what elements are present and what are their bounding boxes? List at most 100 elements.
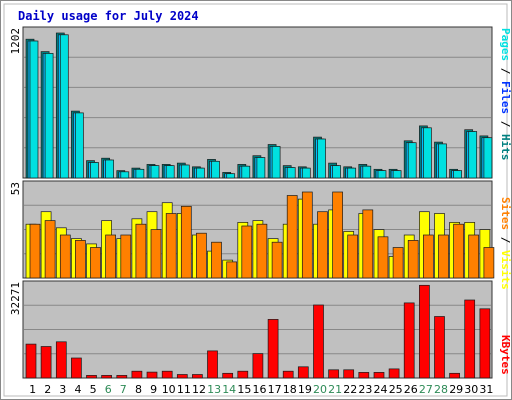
hits-panel-axis-label-part-4: Hits — [499, 134, 512, 161]
bar-pages-day-15 — [241, 165, 251, 179]
bar-sites-day-16 — [256, 223, 268, 279]
bar-pages-day-19 — [301, 167, 311, 179]
bar-sites-day-20 — [317, 211, 328, 279]
bar-sites-day-19 — [301, 191, 313, 279]
bar-pages-day-25 — [392, 170, 402, 179]
x-tick-label-day-12: 12 — [192, 383, 206, 396]
bar-kbytes-day-24 — [373, 372, 385, 379]
visits-panel-bars — [25, 191, 495, 279]
bar-kbytes-day-21 — [328, 369, 339, 379]
x-tick-label-day-3: 3 — [59, 383, 66, 396]
visits-panel-max-label: 53 — [9, 182, 22, 195]
x-tick-label-day-19: 19 — [298, 383, 312, 396]
bar-pages-day-5 — [90, 162, 99, 179]
bar-pages-day-11 — [180, 164, 190, 179]
bar-kbytes-day-9 — [146, 371, 158, 379]
bar-kbytes-day-15 — [237, 370, 249, 379]
chart-title: Daily usage for July 2024 — [18, 9, 199, 23]
bar-kbytes-day-27 — [419, 284, 430, 379]
bar-sites-day-13 — [211, 241, 222, 279]
bar-sites-day-2 — [44, 220, 56, 279]
x-tick-label-day-27: 27 — [419, 383, 433, 396]
bar-pages-day-10 — [165, 165, 175, 179]
x-tick-label-day-1: 1 — [29, 383, 36, 396]
visits-panel-axis-label-part-0: Sites — [499, 197, 512, 230]
visits-panel-axis-label-part-1: / — [499, 230, 512, 250]
x-tick-label-day-6: 6 — [105, 383, 112, 396]
x-tick-label-day-22: 22 — [343, 383, 357, 396]
bar-pages-day-28 — [438, 143, 447, 179]
bar-sites-day-31 — [483, 247, 495, 279]
bar-sites-day-30 — [468, 234, 480, 279]
bar-pages-day-24 — [377, 170, 387, 179]
bar-pages-day-6 — [105, 159, 114, 179]
bar-kbytes-day-1 — [25, 343, 37, 379]
bar-pages-day-4 — [75, 112, 84, 179]
bar-sites-day-26 — [407, 240, 419, 279]
bar-kbytes-day-31 — [479, 308, 491, 379]
x-tick-label-day-28: 28 — [434, 383, 448, 396]
kbytes-panel-max-label: 32271 — [9, 282, 22, 315]
bar-pages-day-7 — [120, 171, 130, 179]
bar-sites-day-8 — [135, 223, 147, 279]
bar-sites-day-5 — [90, 247, 101, 279]
hits-panel-axis-label-part-0: Pages — [499, 28, 512, 61]
bar-sites-day-11 — [180, 205, 192, 279]
bar-kbytes-day-19 — [297, 366, 309, 379]
x-tick-label-day-26: 26 — [404, 383, 418, 396]
bar-sites-day-1 — [29, 223, 41, 279]
bar-kbytes-day-5 — [86, 375, 97, 379]
bar-kbytes-day-13 — [207, 350, 218, 379]
bar-sites-day-23 — [362, 209, 374, 279]
bar-pages-day-26 — [407, 142, 417, 179]
bar-kbytes-day-8 — [131, 370, 143, 379]
bar-kbytes-day-18 — [282, 370, 294, 379]
x-tick-label-day-14: 14 — [222, 383, 236, 396]
bar-pages-day-16 — [256, 157, 266, 179]
hits-panel-axis-label: Pages / Files / Hits — [499, 28, 512, 161]
hits-panel-axis-label-part-1: / — [499, 61, 512, 81]
x-tick-label-day-2: 2 — [44, 383, 51, 396]
x-tick-label-day-16: 16 — [253, 383, 267, 396]
bar-kbytes-day-16 — [252, 353, 264, 379]
bar-kbytes-day-23 — [358, 372, 370, 379]
kbytes-panel: 32271 KBytes — [9, 280, 512, 379]
visits-panel: 53 Sites / Visits — [9, 180, 512, 290]
kbytes-panel-axis-label: KBytes — [499, 335, 512, 375]
kbytes-panel-axis-label-part-0: KBytes — [499, 335, 512, 375]
bar-sites-day-7 — [120, 234, 132, 279]
x-tick-label-day-23: 23 — [358, 383, 372, 396]
x-tick-label-day-24: 24 — [374, 383, 388, 396]
bar-kbytes-day-20 — [313, 304, 324, 379]
bar-kbytes-day-3 — [55, 341, 67, 379]
hits-panel: 1202 Pages / Files / Hits — [9, 26, 512, 179]
bar-kbytes-day-14 — [222, 372, 234, 379]
bar-kbytes-day-7 — [116, 375, 128, 379]
x-tick-label-day-5: 5 — [90, 383, 97, 396]
x-tick-label-day-17: 17 — [268, 383, 282, 396]
bar-kbytes-day-26 — [403, 302, 415, 379]
bar-kbytes-day-2 — [40, 346, 52, 379]
x-tick-label-day-25: 25 — [389, 383, 403, 396]
hits-panel-max-label: 1202 — [9, 28, 22, 55]
bar-sites-day-29 — [453, 223, 464, 279]
bar-kbytes-day-25 — [388, 368, 400, 379]
bar-sites-day-27 — [423, 234, 434, 279]
x-tick-label-day-13: 13 — [207, 383, 221, 396]
x-tick-label-day-7: 7 — [120, 383, 127, 396]
bar-sites-day-9 — [150, 229, 162, 279]
x-tick-label-day-15: 15 — [237, 383, 251, 396]
bar-pages-day-22 — [347, 167, 357, 179]
x-tick-label-day-30: 30 — [464, 383, 478, 396]
hits-panel-axis-label-part-2: Files — [499, 81, 512, 114]
bar-pages-day-17 — [271, 146, 281, 179]
bar-kbytes-day-6 — [101, 375, 112, 379]
visits-panel-axis-label-part-2: Visits — [499, 250, 512, 290]
bar-pages-day-27 — [423, 127, 432, 179]
bar-pages-day-14 — [226, 173, 236, 179]
x-tick-label-day-11: 11 — [177, 383, 191, 396]
bar-pages-day-13 — [211, 160, 220, 179]
bar-sites-day-22 — [347, 234, 359, 279]
bar-pages-day-1 — [29, 40, 39, 179]
